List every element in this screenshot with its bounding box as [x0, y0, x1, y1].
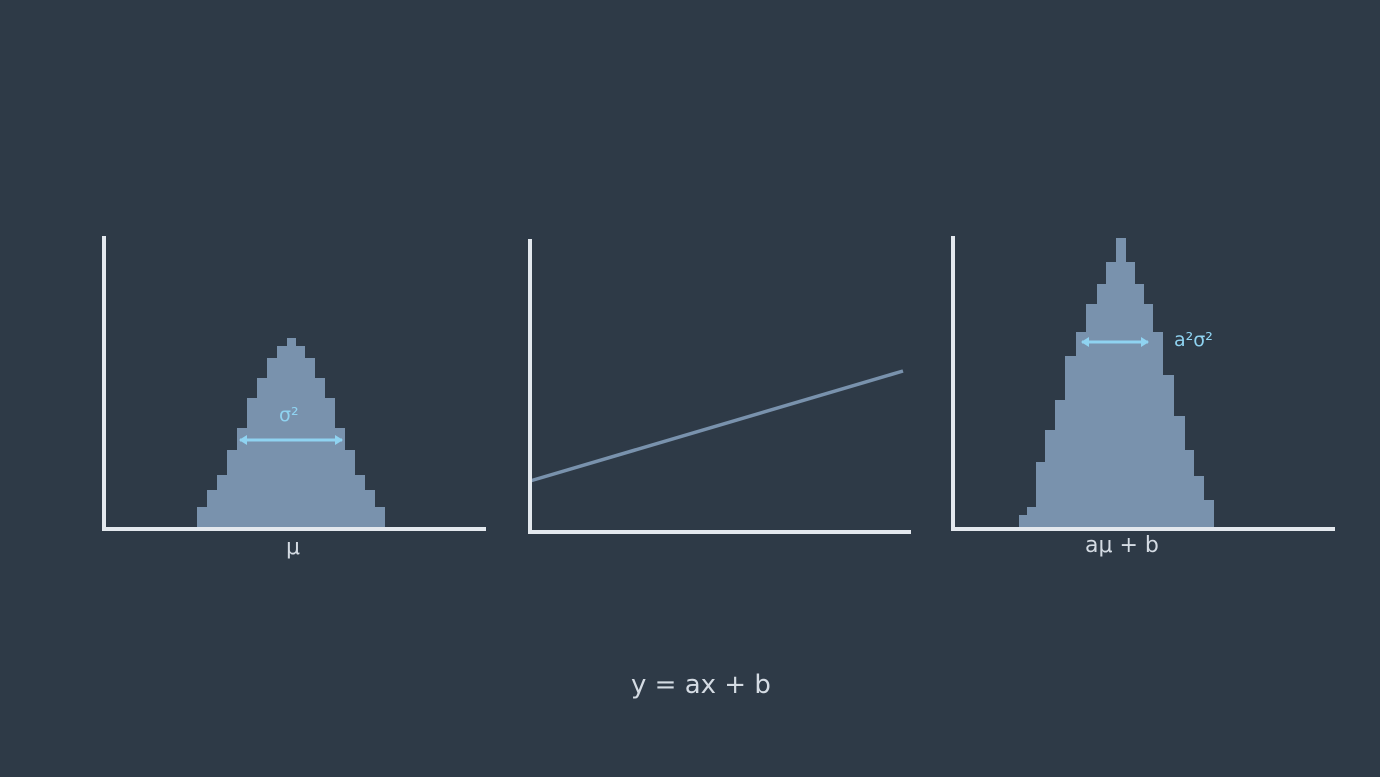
output-distribution-panel [951, 236, 1335, 531]
output-axes [951, 236, 1335, 531]
input-mean-label: μ [286, 535, 300, 560]
output-mean-label: aμ + b [1085, 533, 1159, 558]
linear-function-line [529, 369, 904, 483]
output-variance-label: a²σ² [1174, 329, 1213, 351]
input-distribution-panel [102, 236, 486, 531]
input-variance-label: σ² [279, 404, 299, 426]
input-axes [102, 236, 486, 531]
linear-function-axes [528, 239, 911, 534]
linear-equation: y = ax + b [631, 670, 771, 700]
linear-function-panel [528, 239, 911, 534]
output-histogram [1019, 238, 1214, 528]
input-histogram [197, 338, 385, 528]
